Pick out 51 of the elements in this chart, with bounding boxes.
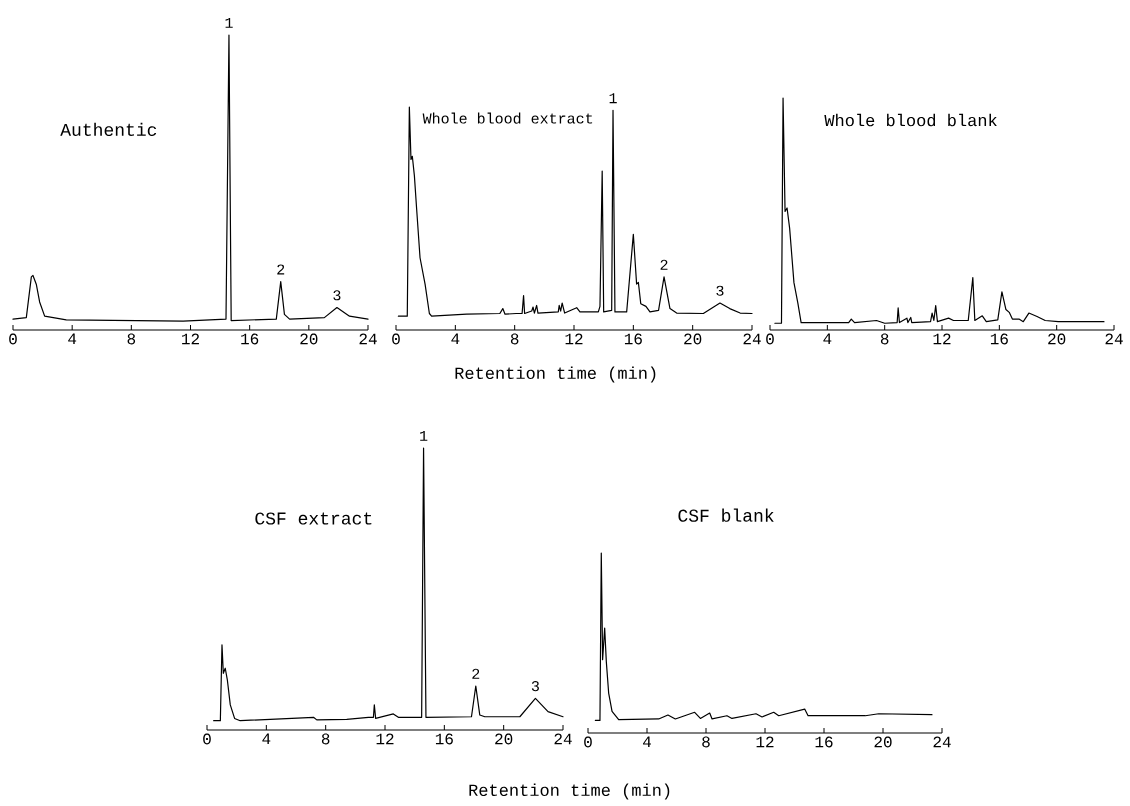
x-tick-label: 0 [392, 333, 400, 345]
x-tick-label: 20 [684, 333, 702, 345]
text: Whole blood blank [824, 113, 997, 127]
x-tick-label: 0 [584, 736, 592, 748]
x-tick-label: 8 [321, 733, 330, 745]
x-tick-label: 0 [9, 333, 17, 345]
x-axis-title: Retention time (min) [469, 783, 670, 800]
x-tick-label: 20 [300, 333, 318, 345]
x-tick-label: 24 [1105, 333, 1123, 345]
x-tick-label: 12 [182, 333, 199, 345]
x-tick-label: 24 [359, 333, 377, 345]
x-axis-title: Retention time (min) [455, 366, 656, 383]
annotation: 1 [420, 430, 428, 441]
x-tick-label: 16 [624, 333, 642, 345]
chart-title: CSF blank [678, 508, 774, 522]
x-tick-label: 8 [510, 333, 519, 345]
x-tick-label: 20 [1048, 333, 1066, 345]
x-tick-label: 12 [933, 333, 951, 345]
annotation: 3 [333, 290, 341, 301]
x-tick-label: 24 [554, 733, 572, 745]
x-tick-label: 8 [127, 333, 136, 345]
x-tick-label: 4 [451, 333, 460, 345]
annotation: 3 [531, 681, 539, 692]
x-tick-label: 16 [241, 333, 259, 345]
text: Authentic [60, 122, 157, 136]
x-tick-label: 12 [376, 733, 394, 745]
x-tick-label: 4 [823, 333, 832, 345]
annotation: 2 [277, 264, 285, 275]
text: CSF extract [255, 512, 372, 525]
chart-title: Whole blood extract [422, 112, 593, 124]
x-tick-label: 16 [815, 736, 833, 748]
x-tick-label: 4 [68, 333, 77, 345]
annotation: 2 [660, 259, 668, 270]
x-tick-label: 8 [702, 736, 710, 748]
x-tick-label: 4 [262, 733, 271, 745]
x-tick-label: 12 [565, 333, 583, 345]
x-tick-label: 24 [743, 333, 761, 345]
annotation: 1 [225, 17, 233, 28]
x-tick-label: 0 [766, 333, 774, 345]
x-tick-label: 8 [880, 333, 889, 345]
annotation: 3 [716, 285, 724, 296]
x-tick-label: 0 [203, 733, 211, 745]
annotation: 2 [472, 668, 480, 679]
x-tick-label: 24 [933, 736, 951, 748]
x-tick-label: 16 [435, 733, 453, 745]
x-tick-label: 16 [990, 333, 1008, 345]
x-tick-label: 4 [643, 736, 651, 748]
annotation: 1 [609, 93, 617, 104]
x-tick-label: 12 [756, 736, 774, 748]
x-tick-label: 20 [874, 736, 892, 748]
x-tick-label: 20 [495, 733, 513, 745]
